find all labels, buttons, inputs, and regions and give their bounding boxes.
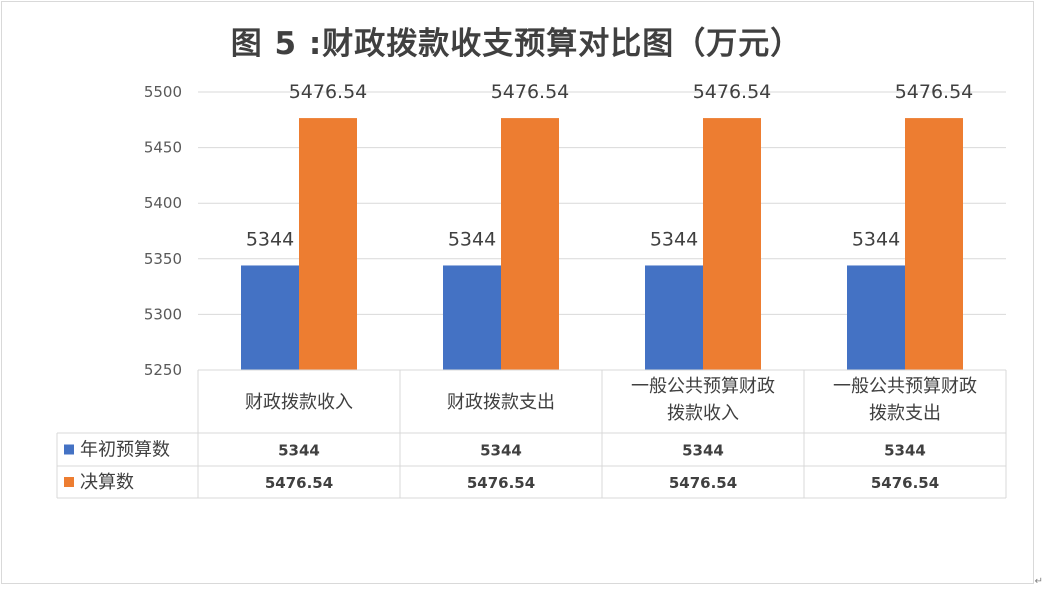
y-tick-label: 5400 [144, 194, 182, 212]
data-label: 5344 [246, 228, 294, 250]
category-label: 一般公共预算财政 [631, 376, 775, 397]
y-tick-label: 5500 [144, 83, 182, 101]
category-label: 拨款收入 [667, 403, 739, 424]
table-cell: 5476.54 [265, 474, 333, 492]
data-label: 5476.54 [693, 81, 772, 103]
category-label: 财政拨款支出 [447, 392, 555, 413]
category-label: 财政拨款收入 [245, 392, 353, 413]
table-cell: 5344 [884, 442, 926, 460]
bar-final-0 [299, 118, 357, 370]
y-tick-label: 5250 [144, 361, 182, 379]
y-tick-label: 5300 [144, 305, 182, 323]
bar-budget-3 [847, 265, 905, 370]
table-cell: 5344 [278, 442, 320, 460]
data-label: 5344 [852, 228, 900, 250]
return-mark: ↵ [1034, 576, 1043, 587]
bar-final-2 [703, 118, 761, 370]
table-cell: 5476.54 [871, 474, 939, 492]
bar-final-3 [905, 118, 963, 370]
legend-key-1 [64, 477, 74, 487]
category-label: 一般公共预算财政 [833, 376, 977, 397]
bar-final-1 [501, 118, 559, 370]
y-tick-label: 5350 [144, 250, 182, 268]
chart-title: 图 5 :财政拨款收支预算对比图（万元） [230, 26, 803, 62]
bar-budget-2 [645, 265, 703, 370]
data-label: 5476.54 [491, 81, 570, 103]
bar-budget-1 [443, 265, 501, 370]
bar-budget-0 [241, 265, 299, 370]
data-label: 5344 [650, 228, 698, 250]
data-label: 5476.54 [289, 81, 368, 103]
table-cell: 5344 [682, 442, 724, 460]
data-label: 5476.54 [895, 81, 974, 103]
legend-label: 年初预算数 [80, 440, 170, 461]
y-tick-label: 5450 [144, 139, 182, 157]
table-cell: 5344 [480, 442, 522, 460]
chart-frame [1, 1, 1034, 584]
data-label: 5344 [448, 228, 496, 250]
legend-key-0 [64, 444, 74, 455]
table-cell: 5476.54 [467, 474, 535, 492]
legend-label: 决算数 [80, 472, 134, 493]
category-label: 拨款支出 [869, 403, 941, 424]
table-cell: 5476.54 [669, 474, 737, 492]
